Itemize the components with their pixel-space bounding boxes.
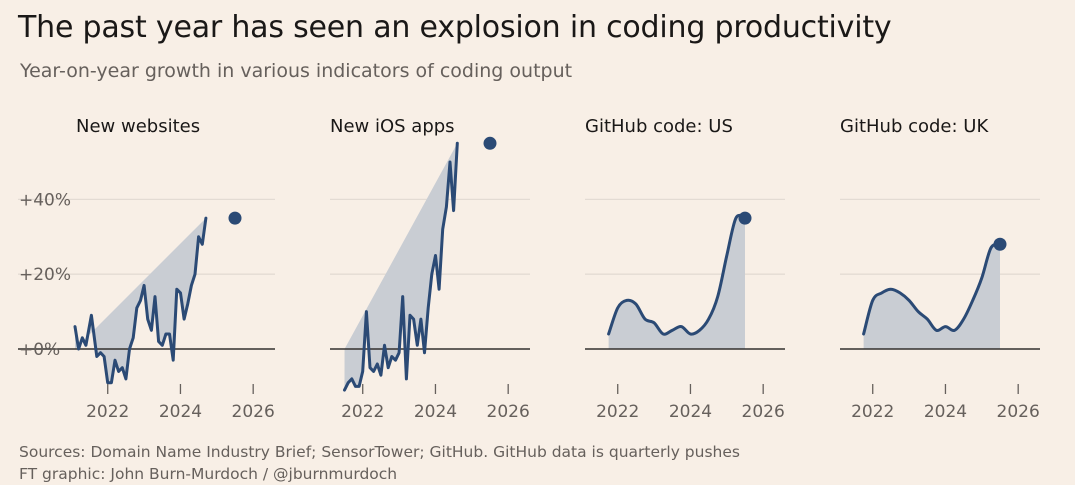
panel-title-new-ios-apps: New iOS apps xyxy=(330,116,455,137)
series-line-github-us xyxy=(607,213,747,336)
series-line-github-uk xyxy=(862,242,1002,336)
x-tick-label-2024-new-ios-apps: 2024 xyxy=(414,402,457,422)
x-tick-label-2024-github-uk: 2024 xyxy=(924,402,967,422)
area-github-uk xyxy=(863,244,1000,349)
x-tick-label-2026-github-uk: 2026 xyxy=(997,402,1040,422)
chart-subtitle: Year-on-year growth in various indicator… xyxy=(20,60,573,82)
end-point-github-us xyxy=(738,211,752,225)
area-new-ios-apps xyxy=(344,143,458,391)
panel-title-github-us: GitHub code: US xyxy=(585,116,733,137)
x-tick-label-2022-new-ios-apps: 2022 xyxy=(341,402,384,422)
x-tick-label-2026-new-websites: 2026 xyxy=(232,402,275,422)
y-tick-label-40: +40% xyxy=(19,190,71,210)
end-point-new-websites xyxy=(228,211,242,225)
y-tick-label-0: +0% xyxy=(19,340,60,360)
y-tick-label-20: +20% xyxy=(19,265,71,285)
end-point-github-uk xyxy=(993,237,1007,251)
end-point-new-ios-apps xyxy=(483,136,497,150)
x-tick-label-2022-github-uk: 2022 xyxy=(851,402,894,422)
x-tick-label-2026-new-ios-apps: 2026 xyxy=(487,402,530,422)
credit-text: FT graphic: John Burn-Murdoch / @jburnmu… xyxy=(19,465,398,483)
source-text: Sources: Domain Name Industry Brief; Sen… xyxy=(19,443,740,461)
x-tick-label-2022-new-websites: 2022 xyxy=(86,402,129,422)
panel-title-new-websites: New websites xyxy=(76,116,201,137)
x-tick-label-2024-new-websites: 2024 xyxy=(159,402,202,422)
x-tick-label-2026-github-us: 2026 xyxy=(742,402,785,422)
series-line-new-ios-apps xyxy=(343,141,459,392)
x-tick-label-2024-github-us: 2024 xyxy=(669,402,712,422)
chart-title: The past year has seen an explosion in c… xyxy=(18,10,892,45)
source-note: Sources: Domain Name Industry Brief; Sen… xyxy=(19,441,740,485)
series-line-new-websites xyxy=(73,216,208,385)
panel-title-github-uk: GitHub code: UK xyxy=(840,116,989,137)
x-tick-label-2022-github-us: 2022 xyxy=(596,402,639,422)
